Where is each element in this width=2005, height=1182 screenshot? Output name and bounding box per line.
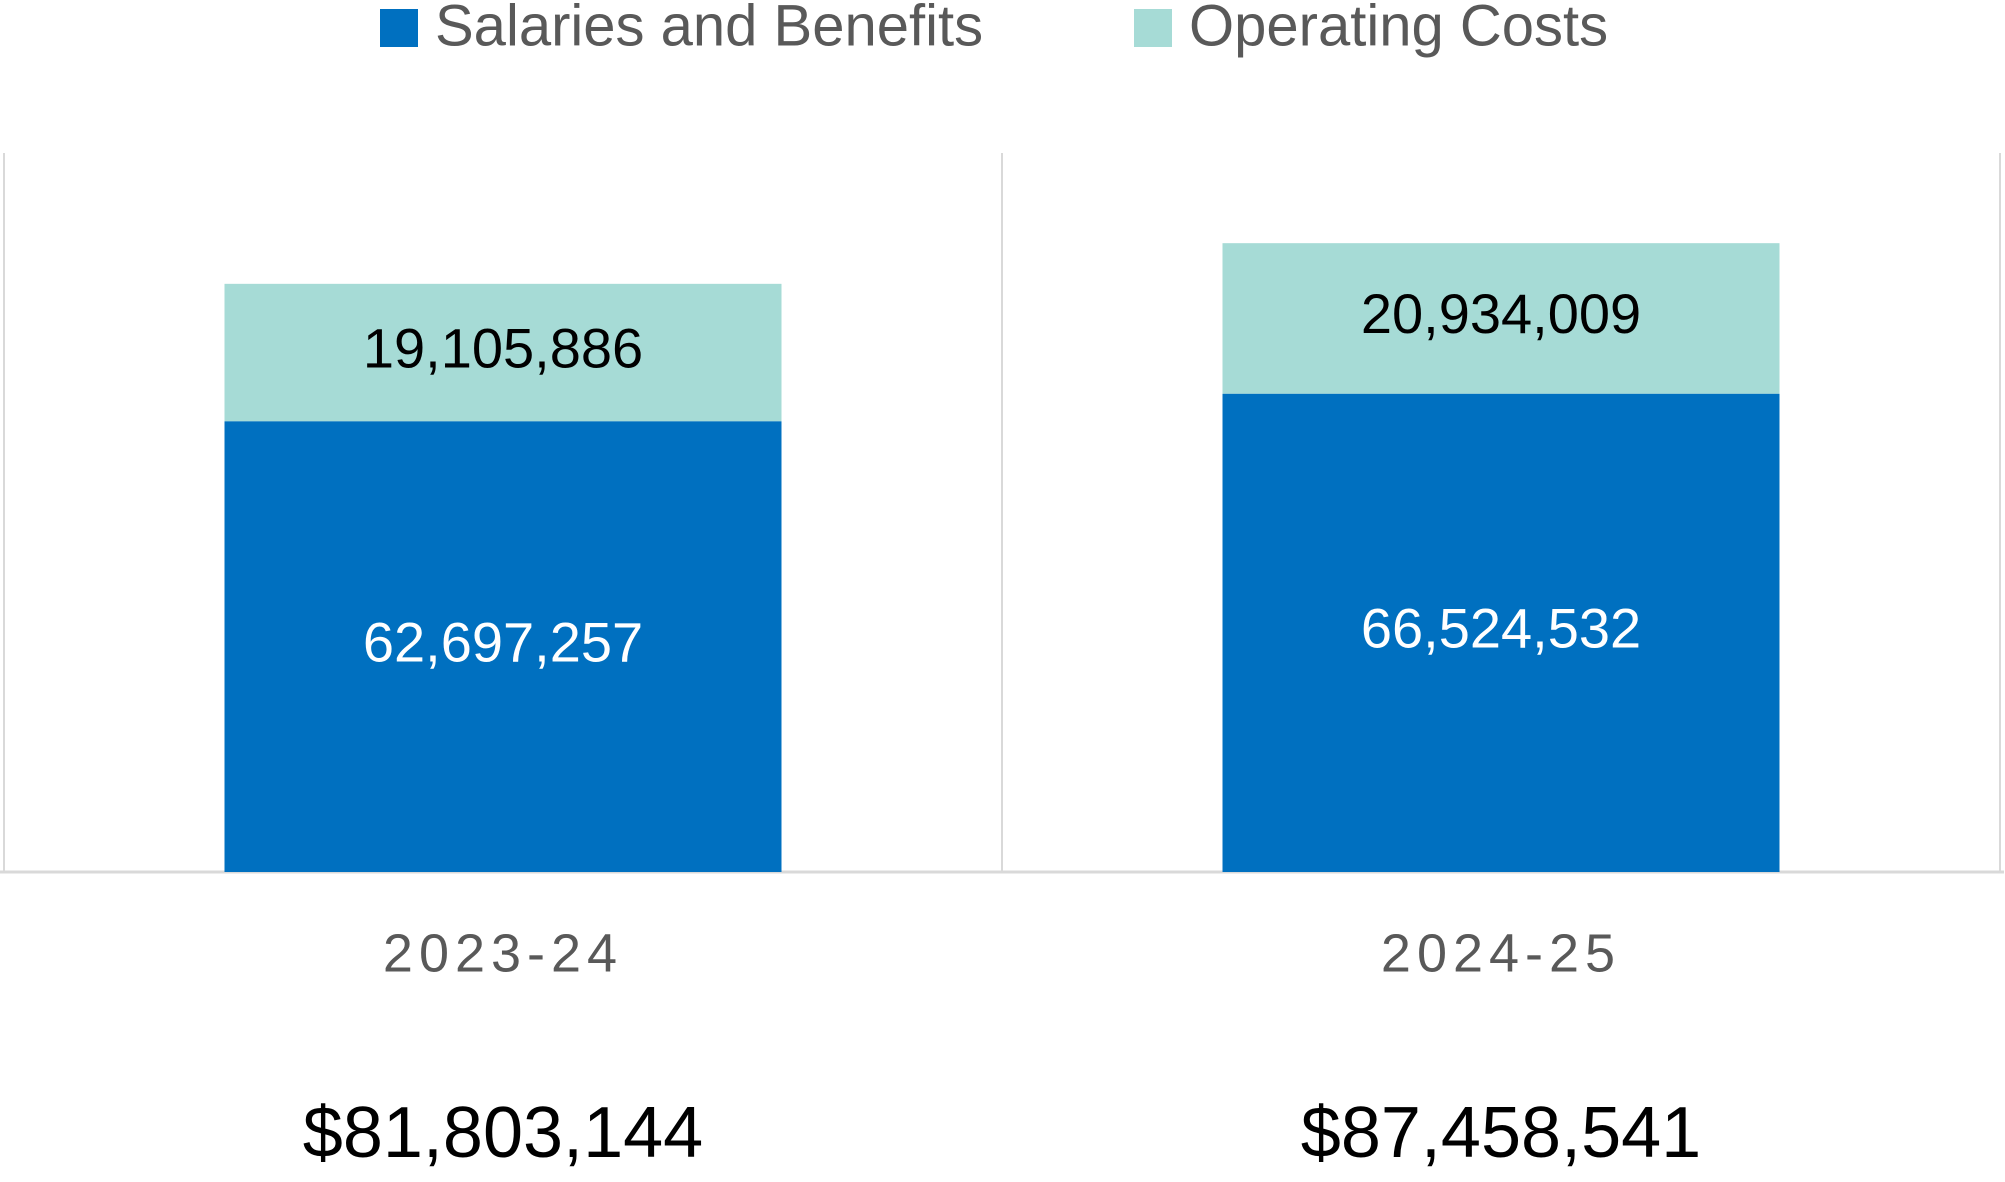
bar-segment — [224, 283, 782, 422]
data-label: 20,934,009 — [1361, 282, 1641, 345]
total-label: $87,458,541 — [1301, 1093, 1701, 1173]
data-label: 62,697,257 — [363, 610, 643, 673]
bar-segment — [1222, 243, 1780, 394]
data-label: 66,524,532 — [1361, 597, 1641, 660]
x-tick-label: 2024-25 — [1381, 923, 1621, 983]
total-label: $81,803,144 — [303, 1093, 703, 1173]
data-label: 19,105,886 — [363, 316, 643, 379]
bar-segment — [1222, 393, 1780, 872]
legend-swatch — [380, 9, 418, 47]
legend-label: Operating Costs — [1189, 0, 1608, 58]
legend-swatch — [1134, 9, 1172, 47]
x-tick-label: 2023-24 — [383, 923, 623, 983]
plot-frame — [3, 153, 2001, 872]
bar-segment — [224, 421, 782, 872]
legend-label: Salaries and Benefits — [435, 0, 983, 58]
